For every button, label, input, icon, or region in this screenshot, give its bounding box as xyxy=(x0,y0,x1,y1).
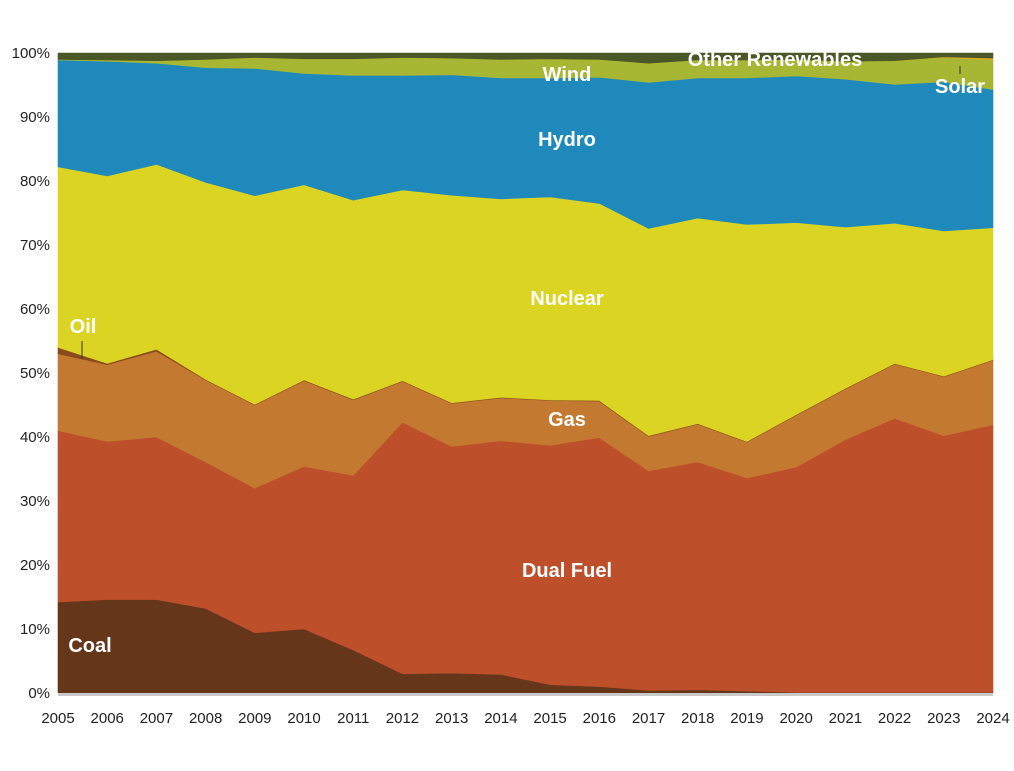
x-tick-label: 2005 xyxy=(41,710,74,727)
x-tick-label: 2009 xyxy=(238,710,271,727)
label-wind: Wind xyxy=(543,64,592,86)
x-tick-label: 2021 xyxy=(829,710,862,727)
x-tick-label: 2022 xyxy=(878,710,911,727)
x-tick-label: 2019 xyxy=(730,710,763,727)
x-tick-label: 2013 xyxy=(435,710,468,727)
label-oil: Oil xyxy=(70,316,97,338)
y-tick-label: 80% xyxy=(20,173,50,190)
y-tick-label: 50% xyxy=(20,365,50,382)
y-tick-label: 90% xyxy=(20,109,50,126)
x-tick-label: 2015 xyxy=(533,710,566,727)
y-tick-label: 60% xyxy=(20,301,50,318)
y-tick-label: 0% xyxy=(28,685,50,702)
label-nuclear: Nuclear xyxy=(530,288,604,310)
x-tick-label: 2018 xyxy=(681,710,714,727)
x-tick-label: 2012 xyxy=(386,710,419,727)
area-other-renewables xyxy=(57,52,994,64)
label-coal: Coal xyxy=(68,635,111,657)
y-tick-label: 30% xyxy=(20,493,50,510)
label-solar: Solar xyxy=(935,76,985,98)
label-other-renewables: Other Renewables xyxy=(688,49,863,71)
x-tick-label: 2024 xyxy=(976,710,1009,727)
x-tick-label: 2023 xyxy=(927,710,960,727)
series-label-layer: Coal Dual Fuel Gas Oil Nuclear Hydro Wind Solar… xyxy=(68,49,985,657)
y-axis: 0% 10% 20% 30% 40% 50% 60% 70% 80% 90% 100% xyxy=(12,45,50,702)
area-layer xyxy=(57,52,994,696)
x-baseline xyxy=(58,693,993,696)
x-tick-label: 2008 xyxy=(189,710,222,727)
label-hydro: Hydro xyxy=(538,129,596,151)
x-tick-label: 2014 xyxy=(484,710,517,727)
y-tick-label: 100% xyxy=(12,45,50,62)
y-tick-label: 70% xyxy=(20,237,50,254)
x-tick-label: 2007 xyxy=(140,710,173,727)
x-tick-label: 2020 xyxy=(779,710,812,727)
x-axis: 2005 2006 2007 2008 2009 2010 2011 2012 2013 2014… xyxy=(41,710,1009,727)
leader-line-layer xyxy=(81,66,961,359)
x-tick-label: 2011 xyxy=(337,710,369,727)
x-tick-label: 2016 xyxy=(583,710,616,727)
y-tick-label: 10% xyxy=(20,621,50,638)
y-tick-label: 40% xyxy=(20,429,50,446)
label-dual-fuel: Dual Fuel xyxy=(522,560,612,582)
label-gas: Gas xyxy=(548,409,586,431)
x-tick-label: 2010 xyxy=(287,710,320,727)
x-tick-label: 2006 xyxy=(91,710,124,727)
x-tick-label: 2017 xyxy=(632,710,665,727)
y-tick-label: 20% xyxy=(20,557,50,574)
